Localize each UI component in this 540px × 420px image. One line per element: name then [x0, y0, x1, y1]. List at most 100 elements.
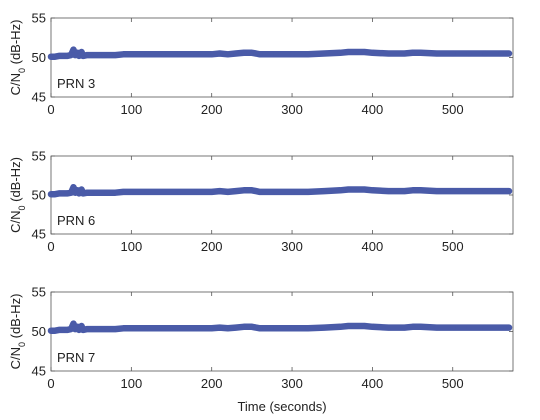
panel-label: PRN 6: [57, 213, 95, 228]
data-point: [433, 188, 440, 194]
x-tick-label: 0: [47, 102, 54, 117]
x-tick-label: 100: [120, 239, 142, 254]
data-point: [498, 188, 504, 194]
data-point: [273, 325, 279, 332]
data-point: [273, 51, 279, 58]
data-point: [345, 49, 352, 55]
data-point: [144, 189, 151, 195]
data-point: [160, 189, 167, 195]
data-point: [385, 324, 392, 331]
data-point: [321, 188, 327, 194]
x-tick-label: 200: [201, 239, 223, 254]
data-point: [241, 49, 247, 56]
y-tick-label: 50: [32, 324, 46, 339]
data-point: [289, 189, 295, 195]
data-point: [208, 325, 215, 332]
data-point: [68, 189, 74, 196]
data-point: [321, 50, 327, 57]
data-point: [176, 325, 183, 332]
data-point: [112, 52, 119, 58]
data-point: [216, 324, 223, 331]
x-tick-label: 500: [442, 376, 464, 391]
data-point: [289, 51, 295, 58]
y-tick-label: 55: [32, 149, 46, 164]
data-point: [96, 326, 103, 332]
y-axis-title-part: (dB-Hz): [8, 157, 23, 205]
data-point: [257, 51, 263, 58]
x-tick-label: 300: [281, 102, 303, 117]
data-point: [289, 325, 295, 332]
data-point: [120, 325, 127, 332]
data-point: [305, 325, 311, 332]
data-point: [417, 323, 424, 330]
data-point: [273, 189, 279, 195]
y-tick-label: 45: [32, 364, 46, 379]
x-tick-label: 300: [281, 376, 303, 391]
x-tick-label: 500: [442, 239, 464, 254]
series-line: [47, 320, 513, 334]
series-line: [47, 183, 513, 198]
data-point: [353, 49, 360, 55]
data-point: [498, 324, 504, 331]
data-point: [385, 50, 392, 57]
data-point: [68, 52, 74, 58]
data-point: [216, 50, 223, 57]
data-point: [104, 189, 111, 196]
y-tick-label: 55: [32, 11, 46, 26]
x-axis-title: Time (seconds): [237, 399, 326, 414]
data-point: [84, 52, 90, 58]
y-axis-title-part: C/N: [8, 73, 23, 95]
data-point: [96, 189, 103, 196]
data-point: [241, 187, 247, 194]
data-point: [70, 320, 77, 327]
data-point: [466, 50, 472, 57]
data-point: [361, 186, 368, 193]
x-tick-label: 400: [362, 239, 384, 254]
data-point: [345, 323, 352, 329]
data-point: [128, 189, 135, 195]
data-point: [506, 324, 512, 331]
x-tick-label: 400: [362, 102, 384, 117]
data-point: [401, 50, 408, 57]
data-point: [192, 51, 199, 58]
x-tick-label: 400: [362, 376, 384, 391]
data-point: [112, 189, 119, 196]
y-tick-label: 55: [32, 285, 46, 300]
y-tick-label: 50: [32, 50, 46, 65]
data-point: [506, 50, 512, 57]
data-point: [96, 52, 103, 58]
data-point: [433, 50, 440, 57]
data-point: [160, 325, 167, 332]
data-point: [257, 189, 263, 195]
data-point: [353, 323, 360, 329]
data-point: [60, 53, 66, 59]
data-point: [68, 326, 74, 332]
data-point: [337, 49, 344, 56]
data-point: [409, 49, 416, 56]
data-point: [56, 327, 62, 333]
data-point: [337, 323, 344, 330]
data-point: [361, 49, 368, 55]
data-point: [112, 326, 119, 332]
data-point: [208, 51, 215, 58]
y-tick-label: 45: [32, 227, 46, 242]
data-point: [337, 187, 344, 194]
data-point: [401, 188, 408, 194]
x-tick-label: 300: [281, 239, 303, 254]
y-axis-title-part: (dB-Hz): [8, 294, 23, 342]
y-axis-title: C/N0 (dB-Hz): [8, 157, 27, 233]
data-point: [385, 188, 392, 194]
data-point: [208, 189, 215, 195]
data-point: [449, 50, 456, 57]
data-point: [369, 49, 376, 56]
data-point: [233, 50, 239, 57]
data-point: [48, 53, 54, 60]
data-point: [128, 325, 135, 332]
x-tick-label: 100: [120, 102, 142, 117]
data-point: [48, 327, 54, 334]
data-point: [321, 324, 327, 331]
x-tick-label: 200: [201, 102, 223, 117]
data-point: [233, 324, 239, 331]
data-point: [417, 187, 424, 194]
